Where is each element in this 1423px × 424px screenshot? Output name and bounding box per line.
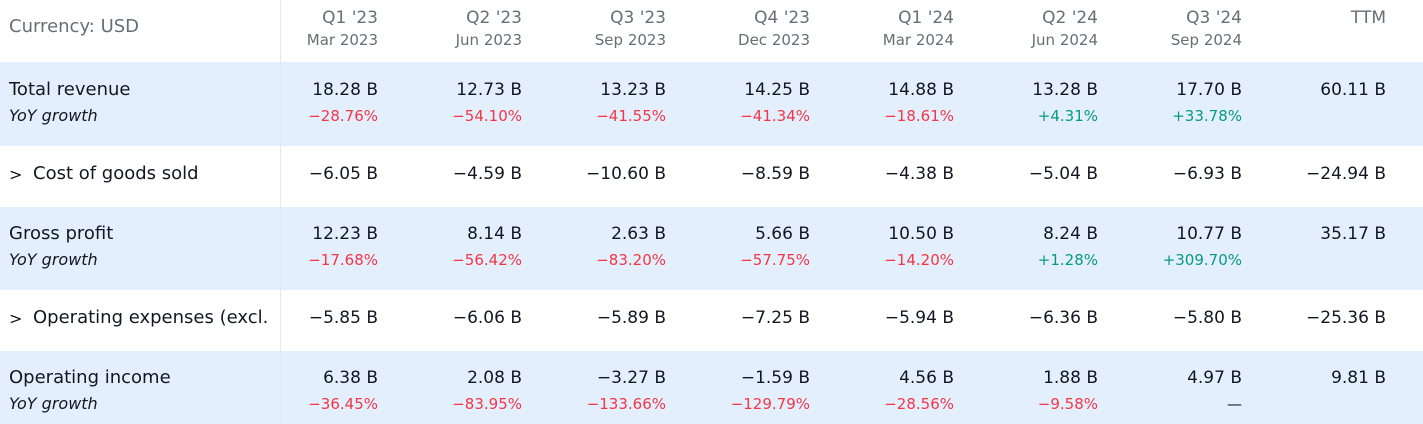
value-cell: −4.38 B [884,164,954,184]
value-cell: −5.89 B [596,308,666,328]
chevron-right-icon[interactable]: > [9,165,23,184]
growth-cell: −28.76% [308,107,378,125]
value-cell: 18.28 B [312,80,378,100]
value-cell: −6.36 B [1028,308,1098,328]
growth-cell: +33.78% [1172,107,1242,125]
row-sub-label: YoY growth [9,394,98,413]
value-cell-ttm: 9.81 B [1331,368,1386,388]
growth-cell: −9.58% [1037,395,1098,413]
value-cell: −1.59 B [740,368,810,388]
growth-cell: −18.61% [884,107,954,125]
growth-cell: −14.20% [884,251,954,269]
growth-cell: +4.31% [1037,107,1098,125]
value-cell: 13.23 B [600,80,666,100]
value-cell: 12.73 B [456,80,522,100]
table-header: Currency: USD Q1 '23 Mar 2023 Q2 '23 Jun 2… [0,0,1423,62]
row-sub-label: YoY growth [9,106,98,125]
value-cell: 2.08 B [467,368,522,388]
value-cell: −5.85 B [308,308,378,328]
row-sub-label: YoY growth [9,250,98,269]
growth-cell: +1.28% [1037,251,1098,269]
value-cell: −7.25 B [740,308,810,328]
growth-cell: −17.68% [308,251,378,269]
col-head-q1-23: Q1 '23 Mar 2023 [306,8,378,49]
chevron-right-icon[interactable]: > [9,309,23,328]
row-cost-of-goods-sold[interactable]: > Cost of goods sold −6.05 B −4.59 B −10… [0,146,1423,207]
value-cell: −4.59 B [452,164,522,184]
col-head-q3-24: Q3 '24 Sep 2024 [1170,8,1242,49]
growth-cell: −83.20% [596,251,666,269]
row-label: Total revenue [9,79,131,100]
row-total-revenue[interactable]: Total revenue YoY growth 18.28 B 12.73 B… [0,62,1423,146]
growth-cell: −36.45% [308,395,378,413]
value-cell-ttm: −25.36 B [1306,308,1386,328]
row-label: Gross profit [9,223,114,244]
growth-cell: −133.66% [586,395,666,413]
value-cell: 10.77 B [1176,224,1242,244]
value-cell: −5.04 B [1028,164,1098,184]
growth-cell: −41.55% [596,107,666,125]
growth-cell: −129.79% [730,395,810,413]
col-head-ttm: TTM [1350,8,1386,28]
value-cell-ttm: −24.94 B [1306,164,1386,184]
col-head-q1-24: Q1 '24 Mar 2024 [882,8,954,49]
value-cell: −6.05 B [308,164,378,184]
value-cell: 4.97 B [1187,368,1242,388]
value-cell-ttm: 35.17 B [1320,224,1386,244]
value-cell: −10.60 B [586,164,666,184]
row-operating-expenses[interactable]: > Operating expenses (excl. −5.85 B −6.0… [0,290,1423,351]
col-head-q4-23: Q4 '23 Dec 2023 [738,8,810,49]
value-cell: 12.23 B [312,224,378,244]
value-cell: 8.24 B [1043,224,1098,244]
value-cell-ttm: 60.11 B [1320,80,1386,100]
value-cell: 14.88 B [888,80,954,100]
value-cell: −8.59 B [740,164,810,184]
label-column-divider [280,0,281,424]
growth-cell: −56.42% [452,251,522,269]
value-cell: −6.93 B [1172,164,1242,184]
value-cell: 14.25 B [744,80,810,100]
growth-cell: −83.95% [452,395,522,413]
currency-label[interactable]: Currency: USD [9,16,140,37]
col-head-q3-23: Q3 '23 Sep 2023 [594,8,666,49]
col-head-q2-24: Q2 '24 Jun 2024 [1031,8,1098,49]
value-cell: 2.63 B [611,224,666,244]
row-label: Operating expenses (excl. [33,307,269,328]
value-cell: −3.27 B [596,368,666,388]
value-cell: 4.56 B [899,368,954,388]
row-gross-profit[interactable]: Gross profit YoY growth 12.23 B 8.14 B 2… [0,207,1423,290]
growth-cell: −54.10% [452,107,522,125]
value-cell: −5.80 B [1172,308,1242,328]
col-head-q2-23: Q2 '23 Jun 2023 [455,8,522,49]
row-label: Cost of goods sold [33,163,199,184]
growth-cell: −41.34% [740,107,810,125]
value-cell: 10.50 B [888,224,954,244]
growth-cell: +309.70% [1162,251,1242,269]
row-label: Operating income [9,367,171,388]
value-cell: 6.38 B [323,368,378,388]
growth-cell-empty: — [1227,395,1242,413]
row-operating-income[interactable]: Operating income YoY growth 6.38 B 2.08 … [0,351,1423,424]
value-cell: 17.70 B [1176,80,1242,100]
value-cell: 13.28 B [1032,80,1098,100]
value-cell: −5.94 B [884,308,954,328]
value-cell: 5.66 B [755,224,810,244]
growth-cell: −28.56% [884,395,954,413]
value-cell: 1.88 B [1043,368,1098,388]
growth-cell: −57.75% [740,251,810,269]
value-cell: −6.06 B [452,308,522,328]
value-cell: 8.14 B [467,224,522,244]
